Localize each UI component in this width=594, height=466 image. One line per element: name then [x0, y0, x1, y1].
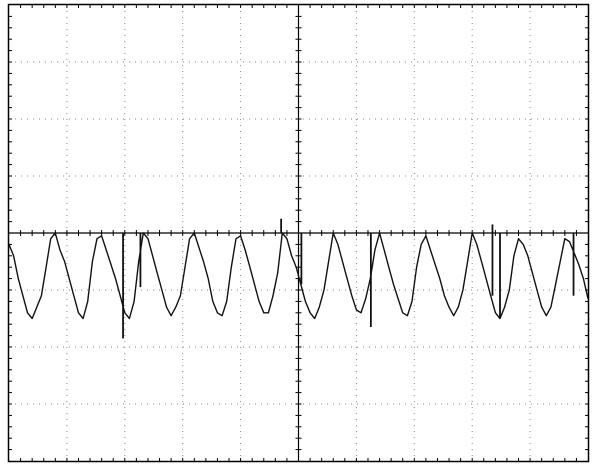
plot-frame: [7, 3, 590, 463]
center-axes: [9, 5, 588, 461]
trace-layer: [8, 218, 589, 339]
trace-series-0: [8, 232, 589, 320]
